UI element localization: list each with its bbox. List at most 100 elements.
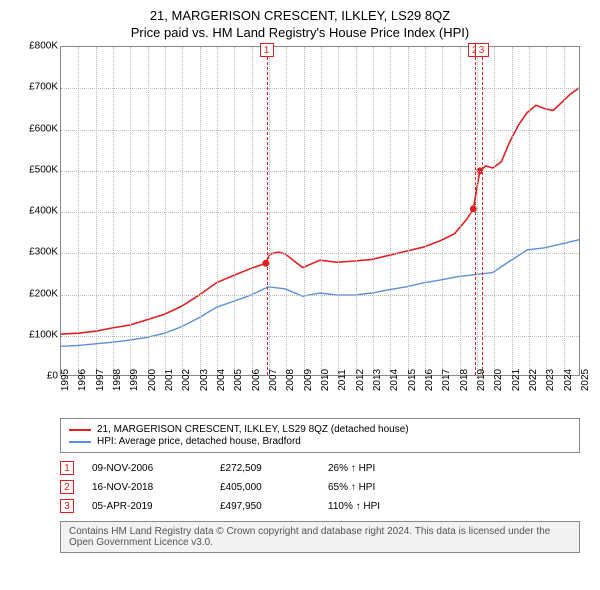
x-tick-label: 1996	[77, 369, 88, 391]
x-tick-label: 2018	[459, 369, 470, 391]
x-axis: 1995199619971998199920002001200220032004…	[60, 378, 580, 414]
x-tick-label: 1999	[129, 369, 140, 391]
grid-line-v	[78, 47, 79, 375]
x-tick-label: 2012	[355, 369, 366, 391]
grid-line-v	[390, 47, 391, 375]
sales-num: 1	[60, 461, 74, 475]
grid-line-v	[234, 47, 235, 375]
grid-line-h	[61, 88, 579, 89]
sales-price: £272,509	[220, 463, 310, 474]
x-tick-label: 2010	[320, 369, 331, 391]
y-tick-label: £400K	[29, 206, 58, 217]
x-tick-label: 2002	[181, 369, 192, 391]
y-tick-label: £200K	[29, 288, 58, 299]
sales-date: 09-NOV-2006	[92, 463, 202, 474]
grid-line-v	[425, 47, 426, 375]
x-tick-label: 2022	[528, 369, 539, 391]
attribution: Contains HM Land Registry data © Crown c…	[60, 521, 580, 553]
grid-line-v	[356, 47, 357, 375]
sales-diff: 110% ↑ HPI	[328, 501, 448, 512]
legend-item: 21, MARGERISON CRESCENT, ILKLEY, LS29 8Q…	[69, 424, 571, 435]
grid-line-v	[338, 47, 339, 375]
series-svg	[61, 47, 579, 375]
grid-line-h	[61, 212, 579, 213]
grid-line-v	[130, 47, 131, 375]
grid-line-v	[460, 47, 461, 375]
legend-swatch	[69, 429, 91, 431]
x-tick-label: 2020	[493, 369, 504, 391]
series-hpi	[61, 240, 579, 347]
legend: 21, MARGERISON CRESCENT, ILKLEY, LS29 8Q…	[60, 418, 580, 453]
y-tick-label: £700K	[29, 82, 58, 93]
x-tick-label: 1998	[112, 369, 123, 391]
y-tick-label: £0	[47, 371, 58, 382]
grid-line-v	[200, 47, 201, 375]
sales-date: 05-APR-2019	[92, 501, 202, 512]
grid-line-v	[373, 47, 374, 375]
y-tick-label: £800K	[29, 41, 58, 52]
x-tick-label: 2025	[580, 369, 591, 391]
sales-price: £405,000	[220, 482, 310, 493]
grid-line-h	[61, 253, 579, 254]
chart-title: 21, MARGERISON CRESCENT, ILKLEY, LS29 8Q…	[12, 8, 588, 23]
grid-line-v	[477, 47, 478, 375]
sales-diff: 26% ↑ HPI	[328, 463, 448, 474]
grid-line-v	[286, 47, 287, 375]
y-tick-label: £300K	[29, 247, 58, 258]
grid-line-v	[217, 47, 218, 375]
x-tick-label: 2024	[563, 369, 574, 391]
sale-line	[475, 47, 476, 375]
y-tick-label: £600K	[29, 123, 58, 134]
x-tick-label: 2016	[424, 369, 435, 391]
x-tick-label: 2000	[147, 369, 158, 391]
x-tick-label: 2006	[251, 369, 262, 391]
x-tick-label: 2014	[389, 369, 400, 391]
sale-line	[482, 47, 483, 375]
x-tick-label: 2021	[511, 369, 522, 391]
grid-line-v	[113, 47, 114, 375]
grid-line-v	[494, 47, 495, 375]
grid-line-v	[165, 47, 166, 375]
x-tick-label: 2005	[233, 369, 244, 391]
grid-line-v	[546, 47, 547, 375]
x-tick-label: 2003	[199, 369, 210, 391]
grid-line-v	[321, 47, 322, 375]
x-tick-label: 2013	[372, 369, 383, 391]
sales-price: £497,950	[220, 501, 310, 512]
sales-diff: 65% ↑ HPI	[328, 482, 448, 493]
grid-line-h	[61, 130, 579, 131]
x-tick-label: 2023	[545, 369, 556, 391]
x-tick-label: 2008	[285, 369, 296, 391]
sales-row: 2 16-NOV-2018 £405,000 65% ↑ HPI	[60, 480, 580, 494]
chart-area: £0£100K£200K£300K£400K£500K£600K£700K£80…	[12, 46, 588, 416]
y-tick-label: £500K	[29, 164, 58, 175]
x-tick-label: 2019	[476, 369, 487, 391]
grid-line-v	[148, 47, 149, 375]
sales-row: 1 09-NOV-2006 £272,509 26% ↑ HPI	[60, 461, 580, 475]
grid-line-v	[564, 47, 565, 375]
legend-swatch	[69, 441, 91, 443]
grid-line-v	[529, 47, 530, 375]
grid-line-v	[442, 47, 443, 375]
grid-line-v	[408, 47, 409, 375]
x-tick-label: 2015	[407, 369, 418, 391]
x-tick-label: 2004	[216, 369, 227, 391]
grid-line-v	[96, 47, 97, 375]
grid-line-v	[512, 47, 513, 375]
grid-line-h	[61, 336, 579, 337]
y-axis: £0£100K£200K£300K£400K£500K£600K£700K£80…	[12, 46, 60, 376]
legend-item: HPI: Average price, detached house, Brad…	[69, 436, 571, 447]
sales-date: 16-NOV-2018	[92, 482, 202, 493]
x-tick-label: 2011	[337, 369, 348, 391]
grid-line-v	[182, 47, 183, 375]
legend-label: 21, MARGERISON CRESCENT, ILKLEY, LS29 8Q…	[97, 424, 409, 435]
sales-row: 305-APR-2019£497,950110% ↑ HPI	[60, 499, 580, 513]
sale-marker: 1	[260, 43, 274, 57]
sales-num: 2	[60, 480, 74, 494]
grid-line-v	[304, 47, 305, 375]
plot-area: 123	[60, 46, 580, 376]
x-tick-label: 1997	[95, 369, 106, 391]
grid-line-h	[61, 171, 579, 172]
sale-line	[267, 47, 268, 375]
x-tick-label: 2009	[303, 369, 314, 391]
